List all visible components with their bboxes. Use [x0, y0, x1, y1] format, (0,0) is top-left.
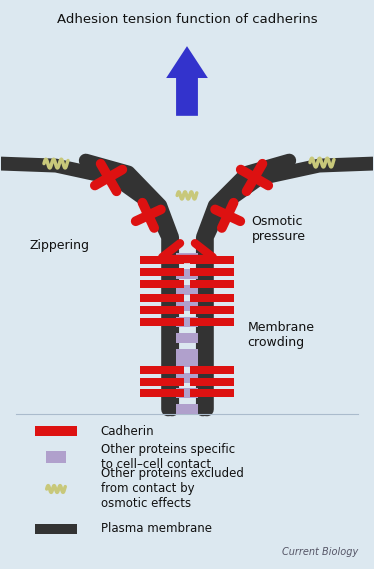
- Bar: [176, 405, 198, 414]
- Text: Other proteins excluded
from contact by
osmotic effects: Other proteins excluded from contact by …: [101, 468, 243, 510]
- Bar: [176, 373, 198, 382]
- Bar: [140, 390, 184, 397]
- FancyArrow shape: [166, 46, 208, 116]
- Bar: [140, 280, 184, 288]
- Text: Zippering: Zippering: [29, 238, 89, 251]
- Bar: [140, 268, 184, 276]
- Bar: [190, 378, 234, 386]
- Bar: [190, 318, 234, 326]
- Text: Adhesion tension function of cadherins: Adhesion tension function of cadherins: [57, 13, 317, 26]
- Bar: [140, 294, 184, 302]
- Bar: [190, 306, 234, 314]
- Bar: [140, 306, 184, 314]
- Bar: [176, 317, 198, 327]
- Text: Osmotic
pressure: Osmotic pressure: [252, 215, 306, 244]
- Bar: [140, 256, 184, 264]
- Bar: [176, 389, 198, 398]
- Text: Plasma membrane: Plasma membrane: [101, 522, 212, 535]
- Bar: [35, 426, 77, 436]
- Bar: [140, 378, 184, 386]
- Bar: [176, 253, 198, 263]
- Bar: [190, 256, 234, 264]
- Text: Membrane
crowding: Membrane crowding: [248, 321, 315, 349]
- Bar: [190, 294, 234, 302]
- Bar: [176, 333, 198, 343]
- Bar: [190, 268, 234, 276]
- Bar: [190, 280, 234, 288]
- Bar: [140, 318, 184, 326]
- Bar: [176, 349, 198, 358]
- Bar: [46, 451, 66, 463]
- Bar: [176, 301, 198, 311]
- Bar: [176, 269, 198, 279]
- Bar: [176, 285, 198, 295]
- Text: Other proteins specific
to cell–cell contact: Other proteins specific to cell–cell con…: [101, 443, 235, 471]
- Bar: [190, 390, 234, 397]
- Bar: [176, 357, 198, 366]
- Text: Cadherin: Cadherin: [101, 425, 154, 438]
- Text: Current Biology: Current Biology: [282, 547, 359, 556]
- Bar: [190, 366, 234, 374]
- Bar: [140, 366, 184, 374]
- Bar: [35, 524, 77, 534]
